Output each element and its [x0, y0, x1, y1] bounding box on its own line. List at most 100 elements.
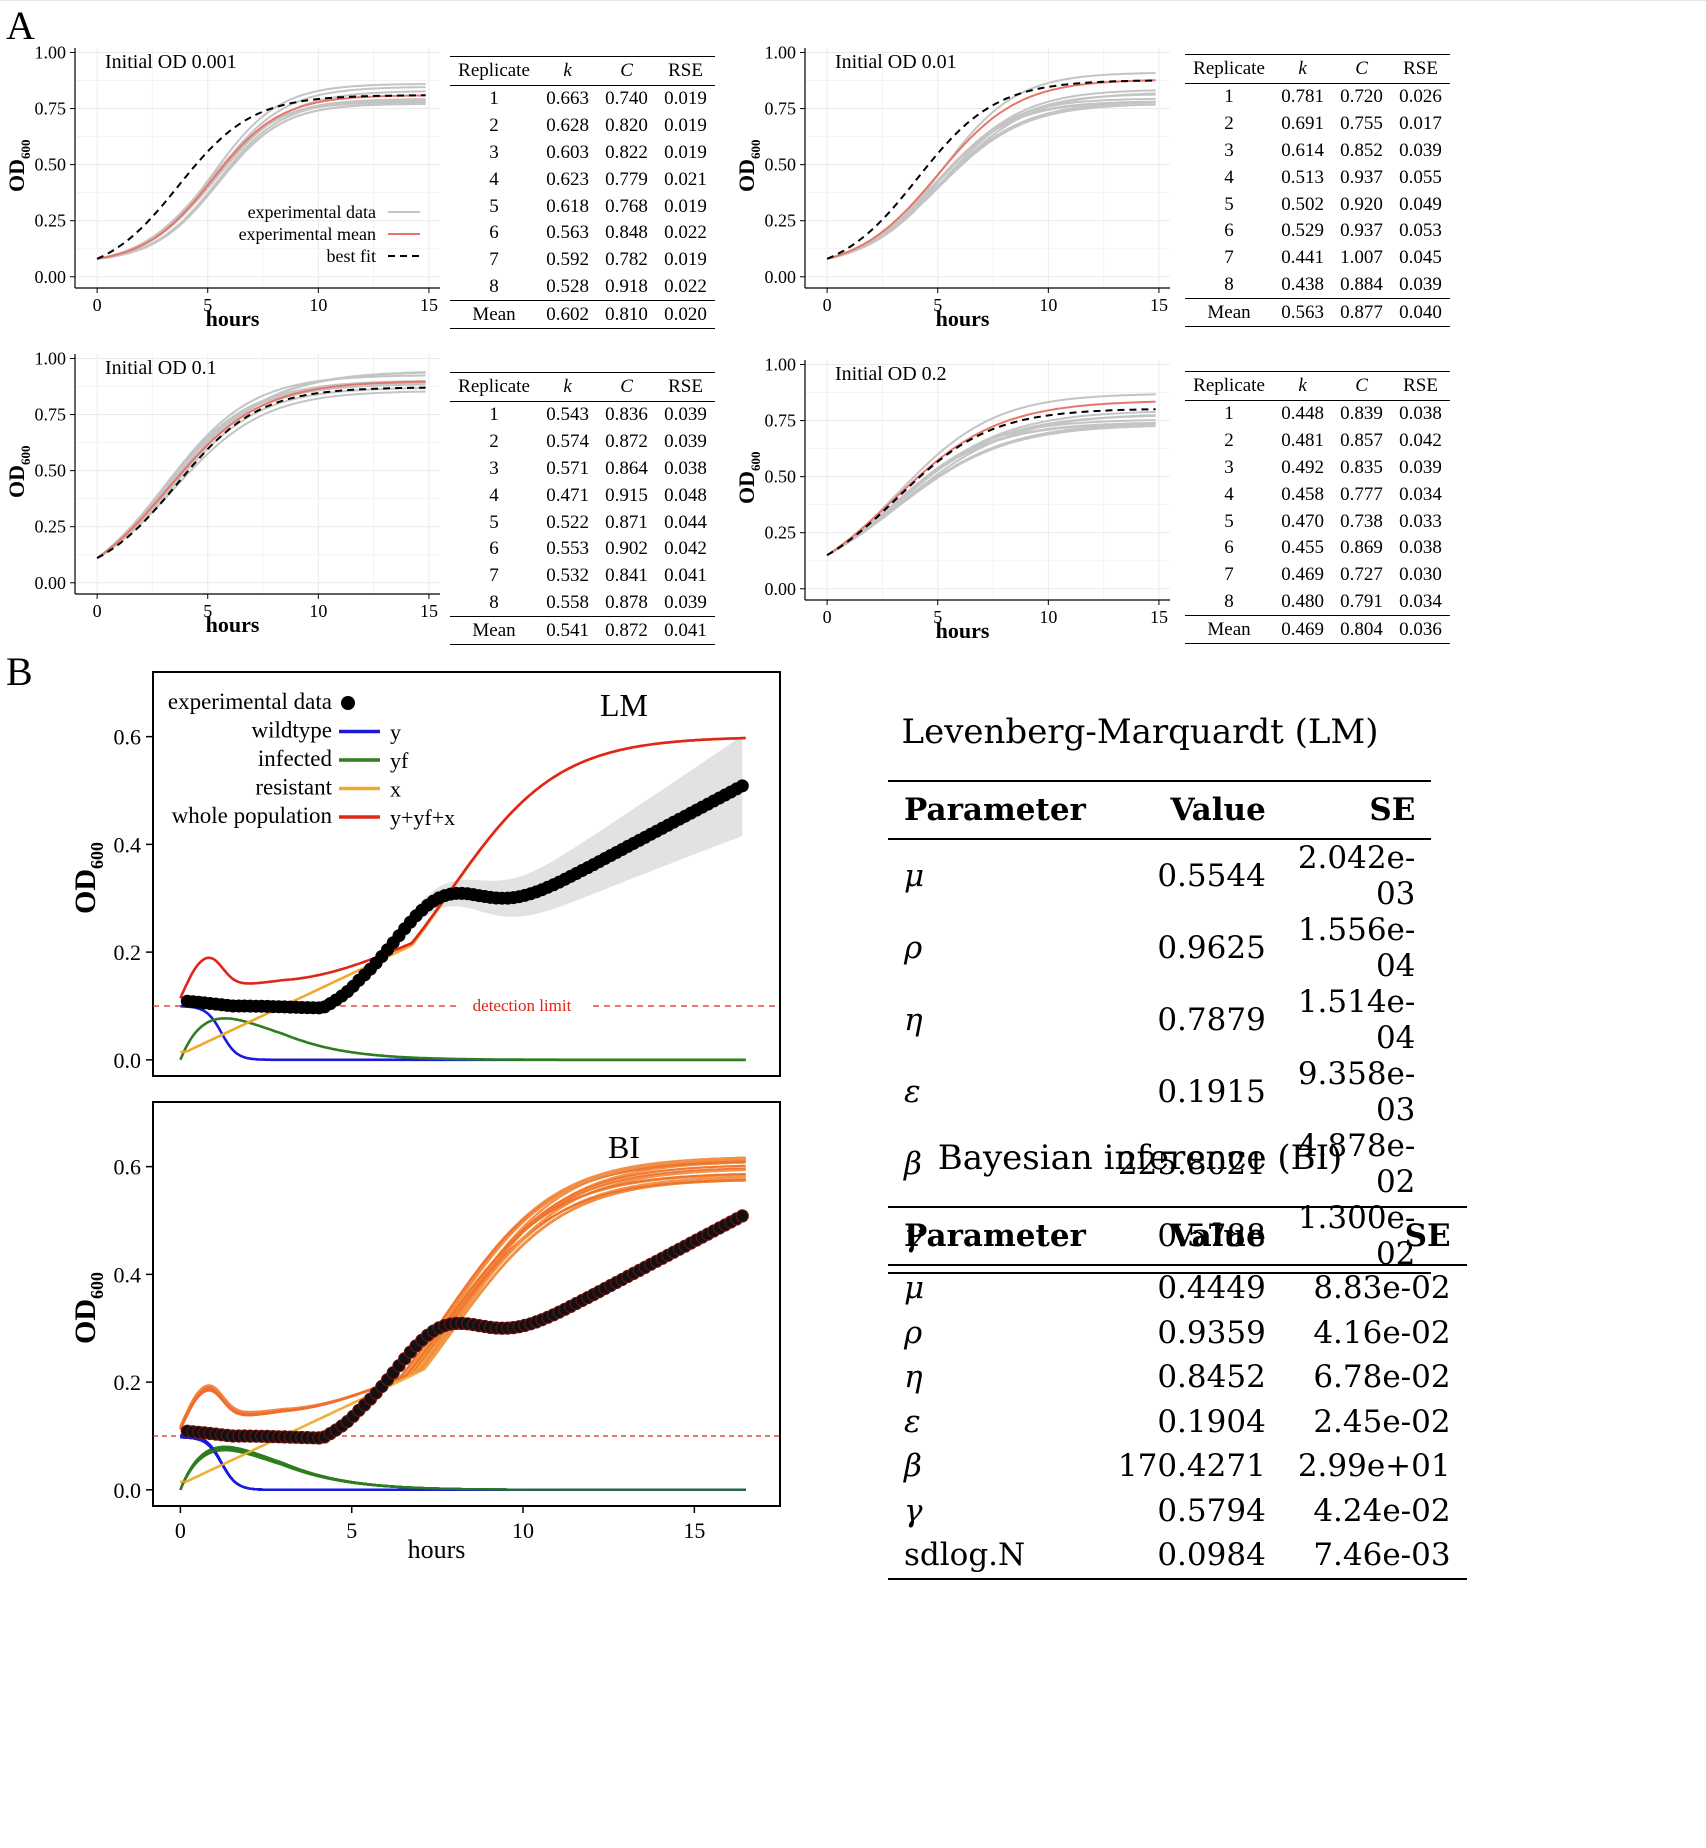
table-cell: 2	[489, 115, 499, 137]
table-cell: 0.042	[1399, 430, 1442, 452]
y-tick-label: 0.00	[765, 579, 797, 599]
y-axis-label-sub: 600	[18, 140, 33, 160]
replicate-line	[96, 380, 426, 559]
table-row: 6 0.553 0.902 0.042	[450, 536, 715, 563]
table-cell: 0.618	[546, 195, 589, 217]
y-tick-label: 1.00	[765, 42, 797, 62]
table-cell: 6.78e-02	[1313, 1359, 1451, 1396]
chart-initial-od-01: 0.00 0.25 0.50 0.75 1.00 0 5 10 15 hours OD600 Init…	[4, 348, 440, 636]
table-header: RSE	[1391, 371, 1450, 401]
table-cell: 1.514e-04	[1297, 984, 1416, 1056]
table-cell: 0.835	[1340, 456, 1383, 478]
table-cell: 0.039	[664, 404, 707, 426]
table-cell: 0.822	[605, 141, 648, 163]
table-cell: 4	[1224, 166, 1234, 188]
replicate-table-od-02: Replicate k C RSE 1 0.448 0.839 0.038 2 0.481 0.85…	[1185, 371, 1450, 645]
table-cell: 0.603	[546, 141, 589, 163]
table-cell: γ	[904, 1492, 923, 1529]
table-cell: 0.781	[1281, 86, 1324, 108]
y-axis-label: OD600	[69, 1272, 107, 1344]
y-tick-label: 0.4	[114, 1262, 142, 1287]
table-cell: 1.556e-04	[1297, 912, 1416, 984]
table-row: 2 0.574 0.872 0.039	[450, 429, 715, 456]
table-cell: 0.543	[546, 404, 589, 426]
table-row: sdlog.N 0.0984 7.46e-03	[888, 1533, 1467, 1580]
table-cell: 0.878	[605, 591, 648, 613]
table-row: 1 0.543 0.836 0.039	[450, 402, 715, 429]
table-header: k	[538, 56, 598, 86]
table-cell: 0.019	[664, 249, 707, 271]
table-row: ε 0.1915 9.358e-03	[888, 1056, 1431, 1128]
table-cell: 0.869	[1340, 537, 1383, 559]
table-cell: 6	[489, 222, 499, 244]
table-cell: 8	[489, 591, 499, 613]
table-cell: 4	[489, 168, 499, 190]
table-cell: 2	[1224, 113, 1234, 135]
table-cell: 0.852	[1340, 139, 1383, 161]
infected-sample	[179, 1445, 746, 1491]
y-tick-label: 0.0	[114, 1478, 142, 1503]
table-cell: ρ	[904, 930, 923, 966]
x-tick-label: 5	[933, 607, 942, 627]
table-cell: 5	[1224, 193, 1234, 215]
table-row: Mean 0.602 0.810 0.020	[450, 300, 715, 330]
table-cell: 0.915	[605, 484, 648, 506]
table-cell: η	[904, 1359, 923, 1396]
table-row: ρ 0.9359 4.16e-02	[888, 1311, 1467, 1356]
table-row: ρ 0.9625 1.556e-04	[888, 912, 1431, 984]
table-row: 5 0.502 0.920 0.049	[1185, 191, 1450, 218]
x-tick-label: 15	[1150, 607, 1168, 627]
table-cell: 0.502	[1281, 193, 1324, 215]
table-row: 4 0.471 0.915 0.048	[450, 482, 715, 509]
infected-sample	[179, 1446, 746, 1491]
table-cell: 0.019	[664, 195, 707, 217]
replicate-line	[97, 102, 426, 260]
table-row: 7 0.469 0.727 0.030	[1185, 562, 1450, 589]
table-cell: 0.038	[1399, 403, 1442, 425]
replicate-line	[826, 410, 1156, 556]
table-header: RSE	[656, 372, 715, 402]
table-cell: 0.872	[597, 616, 657, 646]
table-row: 7 0.441 1.007 0.045	[1185, 245, 1450, 272]
table-cell: 0.042	[664, 538, 707, 560]
y-axis-label: OD600	[4, 446, 33, 499]
table-cell: 0.691	[1281, 113, 1324, 135]
replicate-line	[96, 380, 426, 559]
table-cell: 0.049	[1399, 193, 1442, 215]
table-row: η 0.7879 1.514e-04	[888, 984, 1431, 1056]
table-cell: 4	[1224, 483, 1234, 505]
table-row: γ 0.5794 4.24e-02	[888, 1489, 1467, 1534]
table-cell: 0.804	[1332, 615, 1392, 645]
x-tick-label: 10	[309, 601, 327, 621]
panel-b-label: B	[6, 649, 33, 694]
table-row: 2 0.628 0.820 0.019	[450, 113, 715, 140]
legend-dot	[341, 696, 355, 710]
replicate-table-od-01: Replicate k C RSE 1 0.543 0.836 0.039 2 0.574 0.87…	[450, 372, 715, 646]
table-cell: 0.055	[1399, 166, 1442, 188]
table-row: β 170.4271 2.99e+01	[888, 1444, 1467, 1489]
table-cell: 1.007	[1340, 247, 1383, 269]
panel-a-label: A	[6, 3, 35, 48]
table-cell: 0.017	[1399, 113, 1442, 135]
table-cell: 0.768	[605, 195, 648, 217]
legend-label: experimental mean	[239, 224, 376, 244]
table-cell: 0.038	[664, 457, 707, 479]
table-cell: Mean	[1185, 615, 1274, 645]
x-tick-label: 15	[420, 295, 438, 315]
y-tick-label: 0.00	[765, 267, 797, 287]
table-header: C	[597, 56, 657, 86]
confidence-band	[324, 735, 743, 1010]
y-tick-label: 0.25	[35, 517, 67, 537]
y-tick-label: 0.75	[35, 99, 67, 119]
chart-initial-od-0001: 0.00 0.25 0.50 0.75 1.00 0 5 10 15 hours OD600 Init…	[4, 42, 440, 330]
table-row: 2 0.481 0.857 0.042	[1185, 428, 1450, 455]
table-header: C	[1332, 54, 1392, 84]
table-cell: 0.1904	[1157, 1403, 1266, 1440]
table-cell: 5	[489, 195, 499, 217]
table-cell: 0.528	[546, 275, 589, 297]
x-axis-label: hours	[936, 306, 990, 330]
table-cell: 0.553	[546, 538, 589, 560]
y-tick-label: 0.6	[114, 725, 142, 750]
mean-line	[96, 380, 426, 559]
table-cell: ε	[904, 1403, 921, 1440]
